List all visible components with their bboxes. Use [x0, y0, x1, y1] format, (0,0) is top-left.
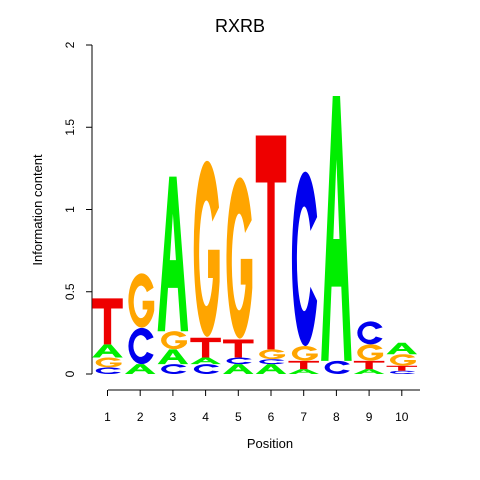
y-tick-label: 1.5 [63, 119, 77, 136]
letter-t-glyph [386, 365, 418, 371]
logo-position-3 [157, 176, 189, 374]
letter-t-glyph [92, 298, 123, 345]
letter-g-glyph [389, 354, 416, 366]
logo-position-2 [124, 273, 156, 374]
letter-c-glyph [324, 360, 350, 374]
letter-c-glyph [259, 359, 285, 365]
x-tick-label: 5 [235, 410, 242, 424]
x-axis-ticks: 1 2 3 4 5 6 7 8 9 10 [104, 390, 409, 424]
logo-position-9 [353, 321, 385, 374]
letter-t-glyph [255, 135, 287, 350]
letter-g-glyph [357, 344, 384, 361]
y-tick-label: 1 [63, 206, 77, 213]
y-tick-label: 0 [63, 370, 77, 377]
letter-g-glyph [161, 331, 187, 350]
x-tick-label: 2 [137, 410, 144, 424]
letter-a-glyph [223, 364, 254, 374]
logo-stacks [92, 95, 418, 374]
letter-c-glyph [291, 171, 318, 347]
letter-c-glyph [226, 357, 252, 365]
letter-t-glyph [288, 360, 319, 370]
y-tick-label: 0.5 [63, 283, 77, 300]
letter-t-glyph [190, 337, 221, 358]
letter-g-glyph [95, 357, 122, 368]
x-tick-label: 1 [104, 410, 111, 424]
logo-position-5 [223, 177, 254, 374]
letter-c-glyph [95, 367, 121, 374]
x-tick-label: 3 [170, 410, 177, 424]
letter-a-glyph [255, 364, 287, 374]
y-axis-title: Information content [30, 154, 45, 266]
logo-position-7 [288, 171, 319, 374]
x-tick-label: 8 [333, 410, 340, 424]
chart-title: RXRB [215, 16, 265, 36]
letter-a-glyph [288, 369, 319, 374]
y-axis-ticks: 0 0.5 1 1.5 2 [63, 41, 92, 377]
letter-g-glyph [259, 349, 286, 360]
letter-a-glyph [386, 342, 418, 355]
logo-position-1 [92, 298, 123, 374]
x-axis-title: Position [247, 436, 293, 451]
letter-g-glyph [291, 345, 318, 361]
y-tick-label: 2 [63, 41, 77, 48]
logo-position-4 [190, 160, 221, 374]
letter-a-glyph [190, 357, 221, 365]
letter-c-glyph [357, 321, 383, 345]
x-tick-label: 4 [202, 410, 209, 424]
letter-g-glyph [226, 177, 253, 339]
logo-position-6 [255, 135, 287, 374]
letter-g-glyph [128, 273, 155, 328]
letter-a-glyph [157, 349, 189, 365]
letter-a-glyph [353, 369, 385, 374]
letter-c-glyph [128, 327, 154, 365]
letter-a-glyph [92, 344, 123, 358]
letter-a-glyph [157, 176, 189, 332]
letter-t-glyph [223, 339, 254, 358]
letter-g-glyph [193, 160, 220, 337]
logo-position-8 [321, 95, 352, 374]
logo-position-10 [386, 342, 418, 374]
x-tick-label: 10 [395, 410, 409, 424]
x-tick-label: 6 [268, 410, 275, 424]
letter-t-glyph [353, 360, 385, 370]
x-tick-label: 9 [366, 410, 373, 424]
letter-c-glyph [161, 364, 187, 374]
letter-c-glyph [390, 370, 416, 374]
x-tick-label: 7 [300, 410, 307, 424]
letter-a-glyph [124, 364, 156, 374]
letter-a-glyph [321, 95, 352, 361]
letter-c-glyph [193, 364, 220, 374]
